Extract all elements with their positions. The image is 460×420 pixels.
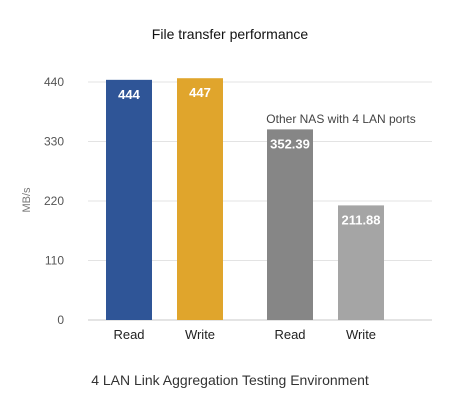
y-tick-label: 330 [44, 135, 64, 149]
data-label: 447 [189, 85, 211, 100]
bar [177, 78, 223, 320]
y-axis-label: MB/s [21, 187, 33, 213]
y-tick-label: 110 [45, 254, 64, 268]
data-labels: 444 447 352.39 211.88 [118, 85, 380, 227]
bar [267, 129, 313, 320]
y-tick-label: 440 [44, 75, 64, 89]
chart-title: File transfer performance [151, 26, 309, 42]
y-tick-label: 220 [44, 194, 64, 208]
data-label: 352.39 [270, 136, 310, 151]
category-label: Write [346, 327, 376, 342]
chart-caption: 4 LAN Link Aggregation Testing Environme… [91, 372, 369, 388]
category-label: Read [113, 327, 144, 342]
y-tick-label: 0 [57, 313, 64, 327]
bar [106, 79, 152, 320]
annotation: Other NAS with 4 LAN ports [266, 112, 415, 126]
category-label: Write [185, 327, 215, 342]
category-label: Read [274, 327, 305, 342]
data-label: 444 [118, 87, 140, 102]
data-label: 211.88 [341, 212, 380, 227]
y-tick-labels: 0 110 220 330 440 [44, 75, 64, 327]
bars [106, 78, 384, 320]
bar [338, 205, 384, 320]
category-labels: Read Write Read Write [113, 327, 376, 342]
